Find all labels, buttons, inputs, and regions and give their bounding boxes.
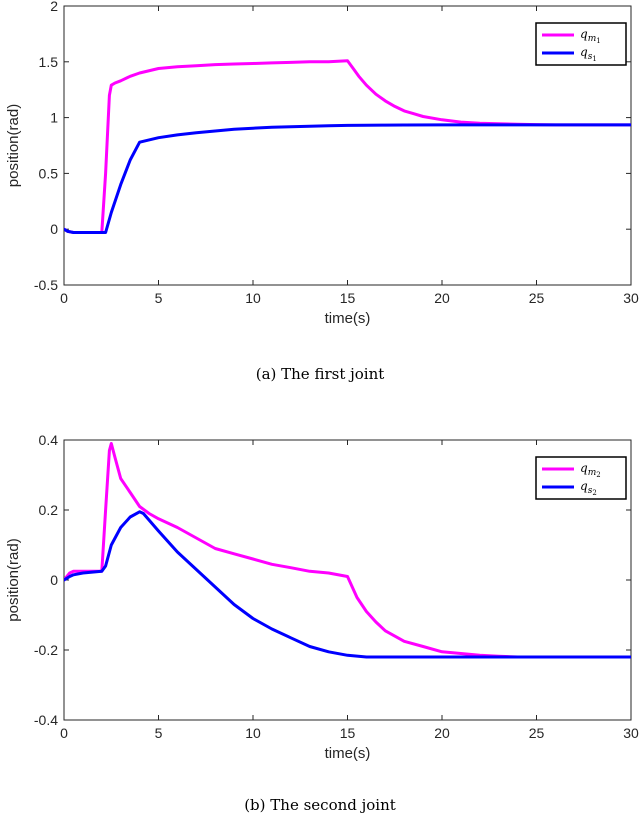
y-axis-label: position(rad) (5, 104, 22, 187)
chart-second-joint: 0 5 10 15 20 25 30 -0.4 -0.2 0 0.2 0.4 time(s) positi… (5, 432, 639, 762)
x-tick-label: 10 (245, 725, 261, 741)
x-tick-label: 20 (434, 290, 450, 306)
series-line-s1 (64, 123, 631, 234)
x-tick-label: 5 (155, 290, 163, 306)
x-tick-label: 25 (529, 725, 545, 741)
legend-box (535, 22, 627, 66)
x-axis-label: time(s) (325, 310, 371, 327)
y-tick-label: 1.5 (39, 54, 59, 70)
legend-entry-s1: qs1 (580, 45, 597, 63)
y-tick-label: -0.4 (34, 712, 58, 728)
x-tick-label: 30 (623, 290, 639, 306)
series-line-m2 (64, 442, 631, 659)
x-tick-label: 15 (340, 725, 356, 741)
x-tick-label: 0 (60, 290, 68, 306)
series-line-s2 (64, 510, 631, 659)
y-tick-label: 0 (50, 221, 58, 237)
x-tick-label: 25 (529, 290, 545, 306)
legend-box (535, 456, 627, 500)
x-tick-label: 15 (340, 290, 356, 306)
x-tick-label: 0 (60, 725, 68, 741)
y-tick-label: -0.2 (34, 642, 58, 658)
x-axis-label: time(s) (325, 745, 371, 762)
series-line-m1 (64, 59, 631, 234)
y-tick-label: 0.2 (39, 502, 59, 518)
y-axis-label: position(rad) (5, 538, 22, 621)
x-tick-label: 30 (623, 725, 639, 741)
y-tick-label: -0.5 (34, 277, 58, 293)
y-tick-label: 1 (50, 110, 58, 126)
caption-first-joint: (a) The first joint (255, 365, 385, 383)
x-tick-label: 5 (155, 725, 163, 741)
legend-entry-m1: qm1 (580, 27, 601, 45)
legend-entry-m2: qm2 (580, 461, 601, 479)
x-tick-label: 10 (245, 290, 261, 306)
y-tick-label: 0 (50, 572, 58, 588)
y-tick-label: 0.4 (39, 432, 59, 448)
chart-first-joint: 0 5 10 15 20 25 30-0.500.511.52time(s)position… (5, 0, 639, 327)
y-tick-label: 0.5 (39, 165, 59, 181)
y-tick-label: 2 (50, 0, 58, 14)
legend-entry-s2: qs2 (580, 479, 597, 497)
x-tick-label: 20 (434, 725, 450, 741)
caption-second-joint: (b) The second joint (244, 796, 396, 814)
